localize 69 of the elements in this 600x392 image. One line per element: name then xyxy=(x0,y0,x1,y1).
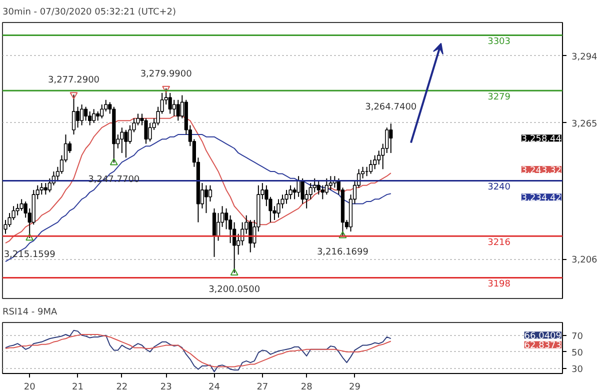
candlestick xyxy=(20,198,24,212)
ref-line-label: 3198 xyxy=(488,280,511,290)
annotation: 3,200.0500 xyxy=(208,284,260,295)
chart-title: 30min - 07/30/2020 05:32:21 (UTC+2) xyxy=(2,8,176,18)
candlestick xyxy=(120,127,124,154)
candlestick xyxy=(88,110,92,126)
y-tick-label: 3,206 xyxy=(572,256,598,266)
candlestick xyxy=(320,184,324,200)
y-tick-label: 30 xyxy=(572,364,584,375)
candlestick xyxy=(44,182,48,196)
candlestick xyxy=(208,184,212,202)
candlestick xyxy=(76,106,80,128)
candlestick xyxy=(389,123,393,154)
annotation: 3,279.9900 xyxy=(140,69,192,80)
candlestick xyxy=(264,184,268,207)
candlestick xyxy=(168,92,172,114)
candlestick xyxy=(92,108,96,124)
y-tick-label: 3,294 xyxy=(572,52,598,62)
candlestick xyxy=(216,212,220,242)
x-tick-label: 23 xyxy=(160,382,172,392)
candlestick xyxy=(377,150,381,166)
candlestick xyxy=(276,198,280,218)
candlestick xyxy=(373,154,377,170)
x-tick-label: 24 xyxy=(208,382,220,392)
candlestick xyxy=(300,178,304,204)
x-tick-label: 20 xyxy=(24,382,36,392)
text: 62.8373 xyxy=(524,341,562,352)
candlestick xyxy=(16,203,20,216)
x-tick-label: 27 xyxy=(256,382,268,392)
candlestick xyxy=(96,110,100,122)
ref-line-label: 3240 xyxy=(488,182,511,193)
annotation: 3,264.7400 xyxy=(365,102,417,113)
ref-line-label: 3216 xyxy=(488,238,511,248)
annotation: 3,277.2900 xyxy=(48,76,100,86)
y-tick-label: 3,265 xyxy=(572,119,598,130)
candlestick xyxy=(144,118,148,144)
candlestick xyxy=(236,233,240,256)
candlestick xyxy=(284,189,288,204)
ref-line-label: 3303 xyxy=(488,37,510,48)
y-tick-label: 70 xyxy=(572,332,584,342)
x-tick-label: 28 xyxy=(300,382,313,392)
candlestick xyxy=(72,94,76,136)
candlestick xyxy=(204,184,208,214)
candlestick xyxy=(84,106,88,122)
candlestick xyxy=(308,182,312,200)
candlestick xyxy=(324,178,328,196)
candlestick xyxy=(369,159,373,174)
candlestick xyxy=(40,182,44,196)
annotation: 3,216.1699 xyxy=(316,248,369,258)
text: 3,243.32 xyxy=(521,166,562,176)
candlestick xyxy=(80,104,84,126)
chart-title: RSI14 - 9MA xyxy=(2,308,58,318)
candlestick xyxy=(312,178,316,193)
candlestick xyxy=(176,99,180,122)
x-tick-label: 21 xyxy=(72,382,84,392)
x-tick-label: 22 xyxy=(116,382,128,392)
candlestick xyxy=(316,180,320,196)
candlestick xyxy=(148,122,152,142)
ref-line-label: 3279 xyxy=(488,92,511,103)
candlestick xyxy=(100,104,104,119)
x-tick-label: 29 xyxy=(349,382,361,392)
candlestick xyxy=(212,208,216,258)
candlestick xyxy=(288,184,292,200)
candlestick xyxy=(224,208,228,230)
candlestick xyxy=(328,176,332,190)
y-tick-label: 50 xyxy=(572,348,584,358)
candlestick xyxy=(248,219,252,253)
candlestick xyxy=(124,129,128,158)
candlestick xyxy=(172,99,176,117)
